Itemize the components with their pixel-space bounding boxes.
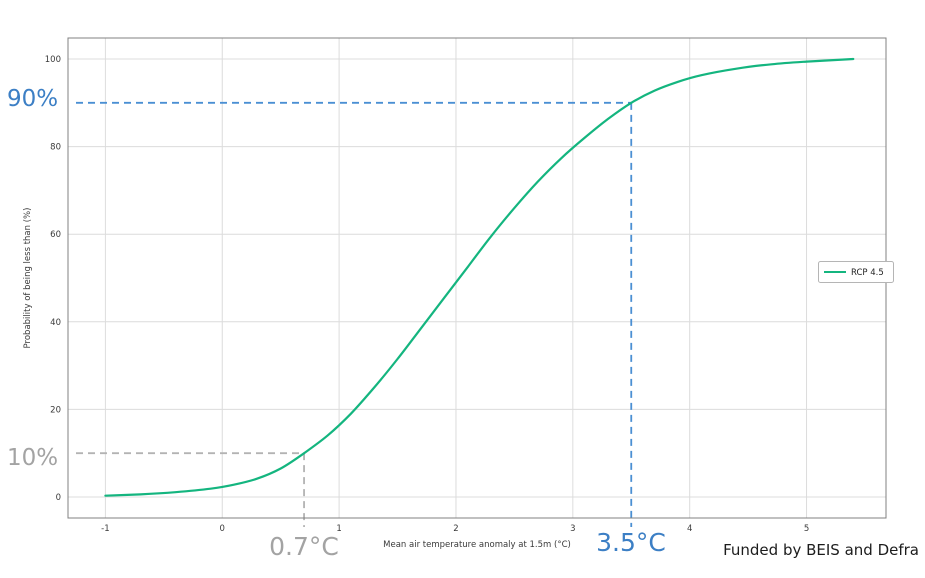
x-tick-label: -1 xyxy=(101,524,109,534)
x-tick-label: 3 xyxy=(570,524,575,534)
annotation-0-7-degrees: 0.7°C xyxy=(269,532,339,561)
annotation-3-5-degrees: 3.5°C xyxy=(596,528,666,557)
y-tick-label: 60 xyxy=(50,230,61,240)
y-tick-label: 20 xyxy=(50,405,61,415)
rcp45-curve xyxy=(104,57,855,497)
x-axis-label: Mean air temperature anomaly at 1.5m (°C… xyxy=(383,540,571,550)
y-tick-label: 0 xyxy=(56,493,61,503)
legend-label: RCP 4.5 xyxy=(851,268,884,278)
annotation-10-percent: 10% xyxy=(7,445,59,471)
legend-box xyxy=(818,261,894,283)
x-tick-label: 2 xyxy=(453,524,458,534)
y-tick-label: 80 xyxy=(50,143,61,153)
y-axis-label: Probability of being less than (%) xyxy=(23,208,33,349)
legend: RCP 4.5 xyxy=(818,261,894,283)
funding-credit: Funded by BEIS and Defra xyxy=(723,541,919,559)
annotation-90-percent: 90% xyxy=(7,86,59,112)
x-tick-label: 5 xyxy=(804,524,809,534)
y-tick-label: 100 xyxy=(45,55,61,65)
plot-border xyxy=(67,37,887,519)
x-tick-label: 0 xyxy=(220,524,225,534)
x-tick-label: 4 xyxy=(687,524,692,534)
y-tick-label: 40 xyxy=(50,318,61,328)
x-tick-label: 1 xyxy=(336,524,341,534)
